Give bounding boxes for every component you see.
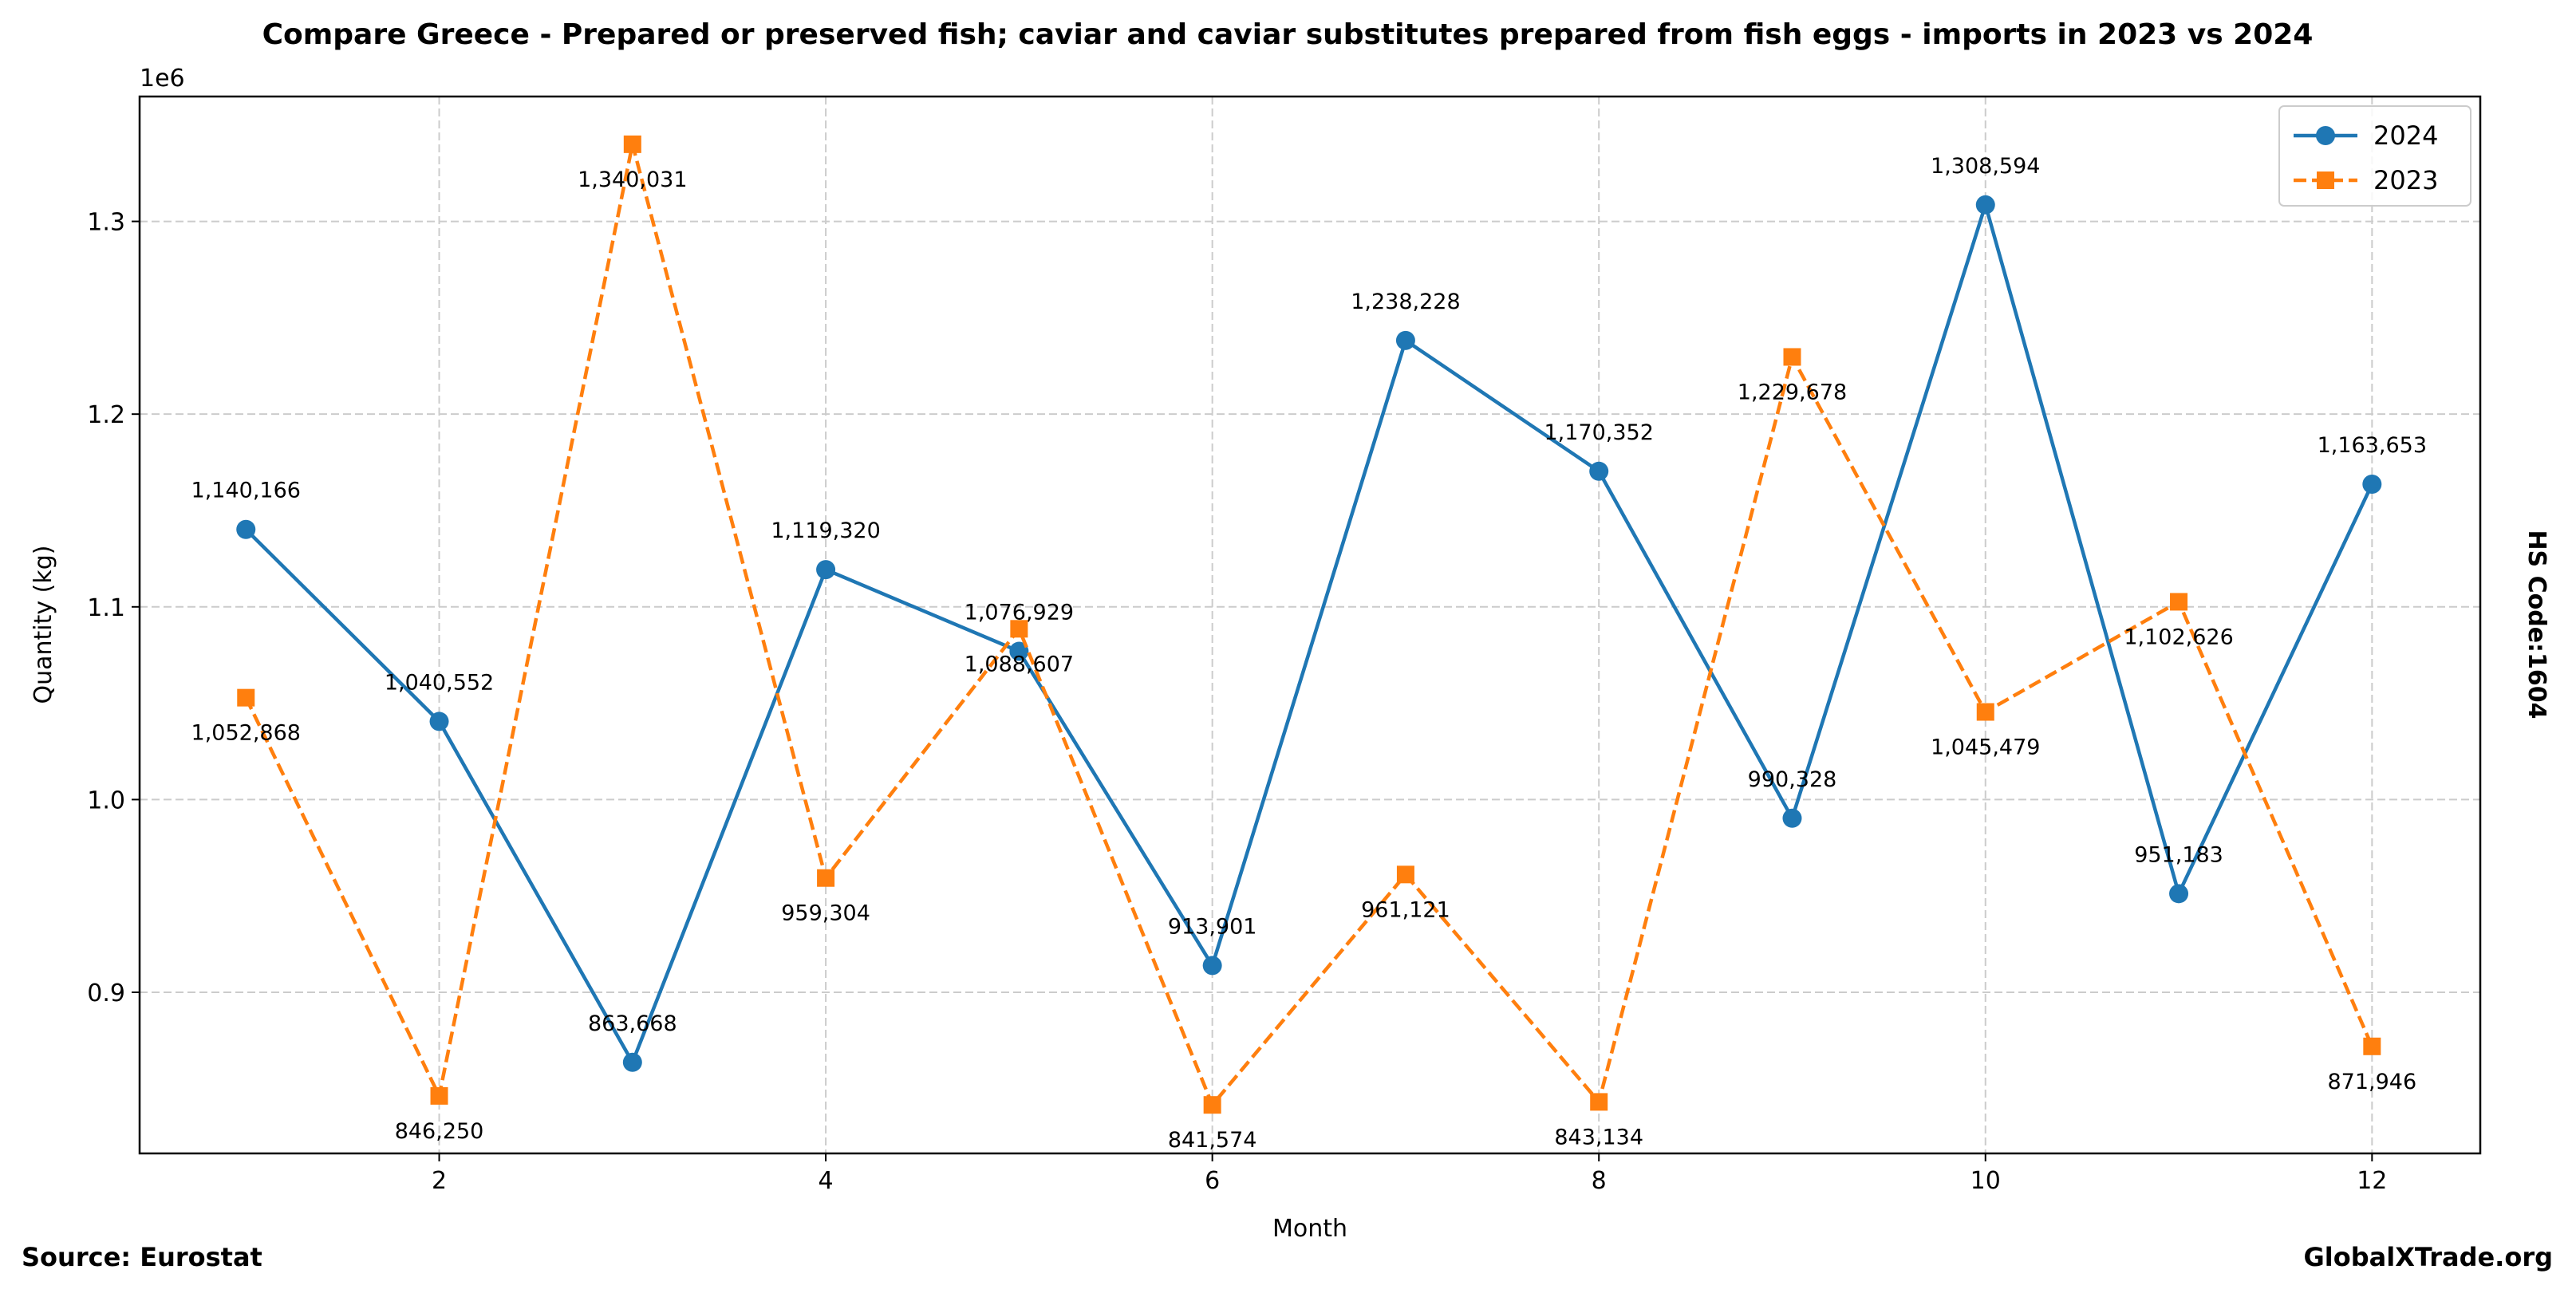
data-label: 1,088,607	[965, 652, 1074, 676]
data-point	[2170, 593, 2188, 611]
hs-code-label: HS Code:1604	[2523, 530, 2550, 719]
x-tick-label: 2	[432, 1167, 447, 1195]
data-label: 843,134	[1554, 1125, 1643, 1149]
y-tick-label: 1.1	[87, 594, 125, 622]
y-offset-label: 1e6	[140, 65, 185, 93]
legend-label: 2024	[2373, 120, 2438, 151]
data-point	[1202, 956, 1222, 976]
data-label: 1,340,031	[578, 168, 687, 192]
plot-frame	[138, 95, 2482, 1155]
data-label: 1,308,594	[1931, 154, 2040, 179]
data-label: 1,052,868	[191, 721, 301, 746]
y-tick-label: 0.9	[87, 980, 125, 1007]
series-line-2023	[244, 144, 2374, 1109]
data-label: 959,304	[781, 901, 870, 926]
data-point	[1976, 703, 1994, 721]
data-point	[1590, 1093, 1608, 1111]
y-axis-label: Quantity (kg)	[30, 546, 57, 704]
data-point	[430, 1086, 448, 1105]
data-point	[2363, 1037, 2381, 1055]
x-tick-label: 8	[1592, 1167, 1607, 1195]
data-label: 1,238,228	[1351, 290, 1460, 314]
data-point	[1010, 620, 1028, 638]
data-label: 990,328	[1748, 767, 1837, 792]
data-point	[1203, 1096, 1221, 1114]
legend-marker	[2317, 171, 2334, 189]
data-point	[1395, 330, 1415, 350]
data-label: 951,183	[2134, 842, 2223, 867]
data-label: 961,121	[1361, 897, 1450, 922]
legend-marker	[2316, 126, 2335, 145]
data-label: 1,229,678	[1738, 380, 1847, 404]
legend: 2024 2023	[2278, 105, 2471, 207]
data-label: 1,040,552	[385, 670, 494, 695]
x-tick-label: 10	[1970, 1167, 2001, 1195]
chart-title: Compare Greece - Prepared or preserved f…	[262, 18, 2314, 51]
data-label: 1,170,352	[1544, 420, 1653, 445]
data-label: 1,163,653	[2318, 433, 2427, 458]
data-point	[236, 519, 256, 539]
series-line-2024	[244, 198, 2374, 1067]
y-tick-label: 1.0	[87, 786, 125, 814]
data-label: 913,901	[1168, 914, 1257, 939]
data-label: 841,574	[1168, 1128, 1257, 1153]
legend-label: 2023	[2373, 165, 2438, 195]
data-point	[1009, 641, 1029, 661]
series-2023: 1,052,868 846,250 1,340,031 959,304 1,088,60…	[191, 135, 2416, 1153]
x-axis: 2 4 6 8 10 12	[432, 1153, 2387, 1195]
grid	[140, 97, 2480, 1153]
data-point	[623, 135, 641, 153]
source-label: Source: Eurostat	[22, 1242, 262, 1272]
watermark: GlobalXTrade.org	[2304, 1242, 2553, 1272]
data-label: 863,668	[588, 1011, 677, 1036]
series-2024: 1,140,1661,040,552863,6681,119,3201,076,…	[191, 154, 2427, 1072]
data-point	[1589, 461, 1609, 481]
x-tick-label: 6	[1205, 1167, 1220, 1195]
y-axis: 0.9 1.0 1.1 1.2 1.3	[87, 209, 140, 1007]
data-point	[2362, 474, 2382, 494]
data-label: 1,119,320	[771, 518, 880, 543]
data-point	[816, 560, 836, 580]
data-point	[1783, 348, 1801, 366]
x-axis-label: Month	[1272, 1215, 1347, 1243]
data-point	[622, 1052, 642, 1072]
data-label: 846,250	[395, 1119, 484, 1144]
data-point	[429, 712, 449, 731]
data-label: 1,102,626	[2124, 625, 2233, 649]
data-point	[1396, 865, 1414, 884]
y-tick-label: 1.2	[87, 401, 125, 429]
x-tick-label: 12	[2357, 1167, 2387, 1195]
data-point	[1975, 195, 1995, 215]
data-label: 871,946	[2327, 1070, 2416, 1094]
data-point	[237, 688, 255, 707]
x-tick-label: 4	[819, 1167, 834, 1195]
y-tick-label: 1.3	[87, 209, 125, 237]
data-label: 1,140,166	[191, 479, 301, 503]
data-point	[817, 869, 835, 887]
data-point	[1782, 808, 1802, 828]
data-point	[2169, 884, 2189, 904]
data-label: 1,045,479	[1931, 735, 2040, 760]
